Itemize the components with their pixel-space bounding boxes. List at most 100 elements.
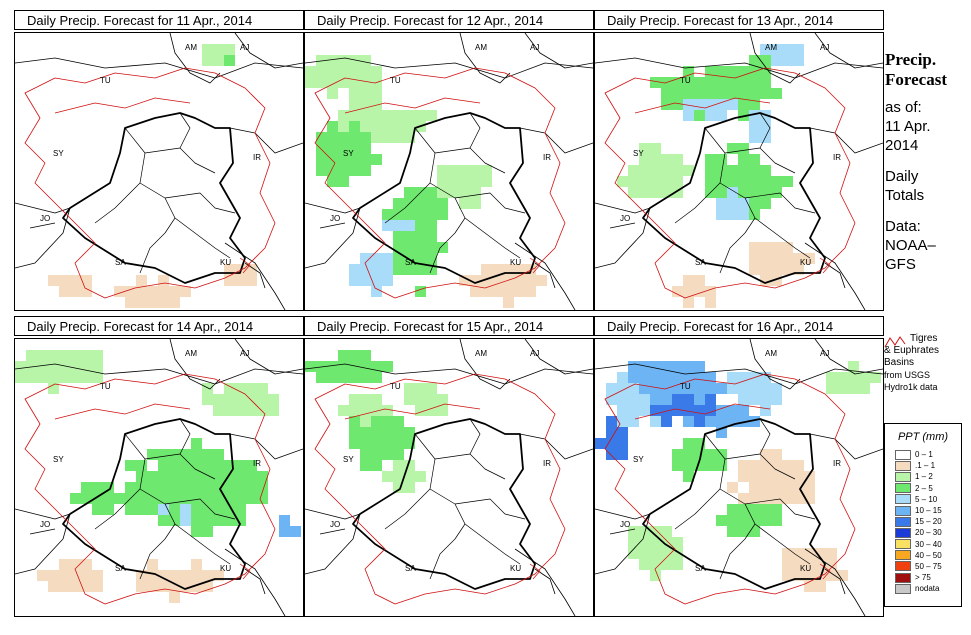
precip-cell bbox=[749, 242, 760, 253]
coast-line bbox=[824, 568, 846, 595]
precip-cell bbox=[426, 394, 437, 405]
precip-cell bbox=[360, 77, 371, 88]
precip-cell bbox=[683, 449, 694, 460]
province-border bbox=[464, 523, 521, 565]
precip-cell bbox=[371, 286, 382, 297]
country-border bbox=[595, 57, 883, 79]
province-border bbox=[139, 538, 166, 580]
precip-cell bbox=[749, 99, 760, 110]
precip-cell bbox=[650, 187, 661, 198]
precip-cell bbox=[650, 394, 661, 405]
precip-cell bbox=[305, 77, 316, 88]
precip-cell bbox=[136, 275, 147, 286]
precip-cell bbox=[360, 427, 371, 438]
precip-cell bbox=[617, 427, 628, 438]
precip-cell bbox=[415, 405, 426, 416]
precip-cell bbox=[760, 372, 771, 383]
precip-cell bbox=[246, 482, 257, 493]
precip-cell bbox=[327, 77, 338, 88]
precip-cell bbox=[459, 176, 470, 187]
ppt-legend-label: 0 – 1 bbox=[915, 450, 933, 460]
precip-cell bbox=[683, 361, 694, 372]
country-border bbox=[169, 33, 221, 84]
precip-cell bbox=[793, 55, 804, 66]
ppt-legend-item: 10 – 15 bbox=[895, 505, 961, 516]
precip-cell bbox=[683, 416, 694, 427]
precip-cell bbox=[382, 275, 393, 286]
precip-cell bbox=[371, 460, 382, 471]
precip-cell bbox=[257, 493, 268, 504]
precip-cell bbox=[628, 383, 639, 394]
precip-cell bbox=[382, 361, 393, 372]
panel-title: Daily Precip. Forecast for 15 Apr., 2014 bbox=[304, 316, 594, 336]
precip-cell bbox=[705, 372, 716, 383]
as-of-label: as of: bbox=[885, 99, 922, 116]
precip-cell bbox=[826, 559, 837, 570]
country-label: TU bbox=[100, 382, 111, 391]
precip-cell bbox=[191, 526, 202, 537]
precip-cell bbox=[738, 383, 749, 394]
precip-cell bbox=[639, 165, 650, 176]
precip-cell bbox=[213, 55, 224, 66]
coast-line bbox=[534, 568, 556, 595]
precip-cell bbox=[470, 187, 481, 198]
precip-cell bbox=[147, 581, 158, 592]
ppt-legend-item: 50 – 75 bbox=[895, 561, 961, 572]
precip-cell bbox=[327, 132, 338, 143]
precip-cell bbox=[437, 198, 448, 209]
ppt-legend-swatch bbox=[895, 494, 911, 505]
basin-boundary bbox=[54, 403, 191, 420]
precip-cell bbox=[235, 482, 246, 493]
country-label: JO bbox=[40, 520, 50, 529]
precip-cell bbox=[169, 482, 180, 493]
precip-cell bbox=[683, 438, 694, 449]
precip-cell bbox=[639, 154, 650, 165]
precip-cell bbox=[202, 570, 213, 581]
precip-cell bbox=[683, 297, 694, 308]
precip-cell bbox=[727, 176, 738, 187]
precip-cell bbox=[202, 460, 213, 471]
country-label: SY bbox=[343, 149, 354, 158]
country-label: IR bbox=[253, 459, 261, 468]
precip-cell bbox=[257, 482, 268, 493]
precip-cell bbox=[349, 264, 360, 275]
precip-cell bbox=[360, 143, 371, 154]
precip-cell bbox=[694, 110, 705, 121]
precip-cell bbox=[804, 493, 815, 504]
precip-cell bbox=[382, 220, 393, 231]
precip-cell bbox=[158, 515, 169, 526]
basin-boundary bbox=[239, 257, 251, 274]
precip-cell bbox=[760, 44, 771, 55]
precip-cell bbox=[48, 361, 59, 372]
precip-cell bbox=[349, 154, 360, 165]
precip-cell bbox=[338, 165, 349, 176]
precip-cell bbox=[837, 570, 848, 581]
precip-cell bbox=[257, 394, 268, 405]
country-label: KU bbox=[510, 564, 521, 573]
precip-cell bbox=[147, 286, 158, 297]
precip-cell bbox=[481, 286, 492, 297]
precip-cell bbox=[169, 297, 180, 308]
precip-cell bbox=[81, 570, 92, 581]
precip-cell bbox=[70, 350, 81, 361]
province-border bbox=[434, 453, 506, 480]
precip-cell bbox=[360, 154, 371, 165]
precip-cell bbox=[481, 275, 492, 286]
precip-cell bbox=[661, 537, 672, 548]
precip-cell bbox=[349, 55, 360, 66]
precip-cell bbox=[672, 372, 683, 383]
precip-cell bbox=[694, 372, 705, 383]
ppt-legend-swatch bbox=[895, 527, 911, 538]
precip-cell bbox=[360, 55, 371, 66]
precip-cell bbox=[683, 77, 694, 88]
precip-cell bbox=[48, 372, 59, 383]
precip-cell bbox=[360, 99, 371, 110]
precip-cell bbox=[213, 570, 224, 581]
iraq-border bbox=[62, 418, 246, 590]
precip-cell bbox=[727, 143, 738, 154]
precip-cell bbox=[316, 132, 327, 143]
precip-cell bbox=[92, 350, 103, 361]
precip-cell bbox=[191, 471, 202, 482]
precip-cell bbox=[305, 66, 316, 77]
precip-cell bbox=[404, 110, 415, 121]
